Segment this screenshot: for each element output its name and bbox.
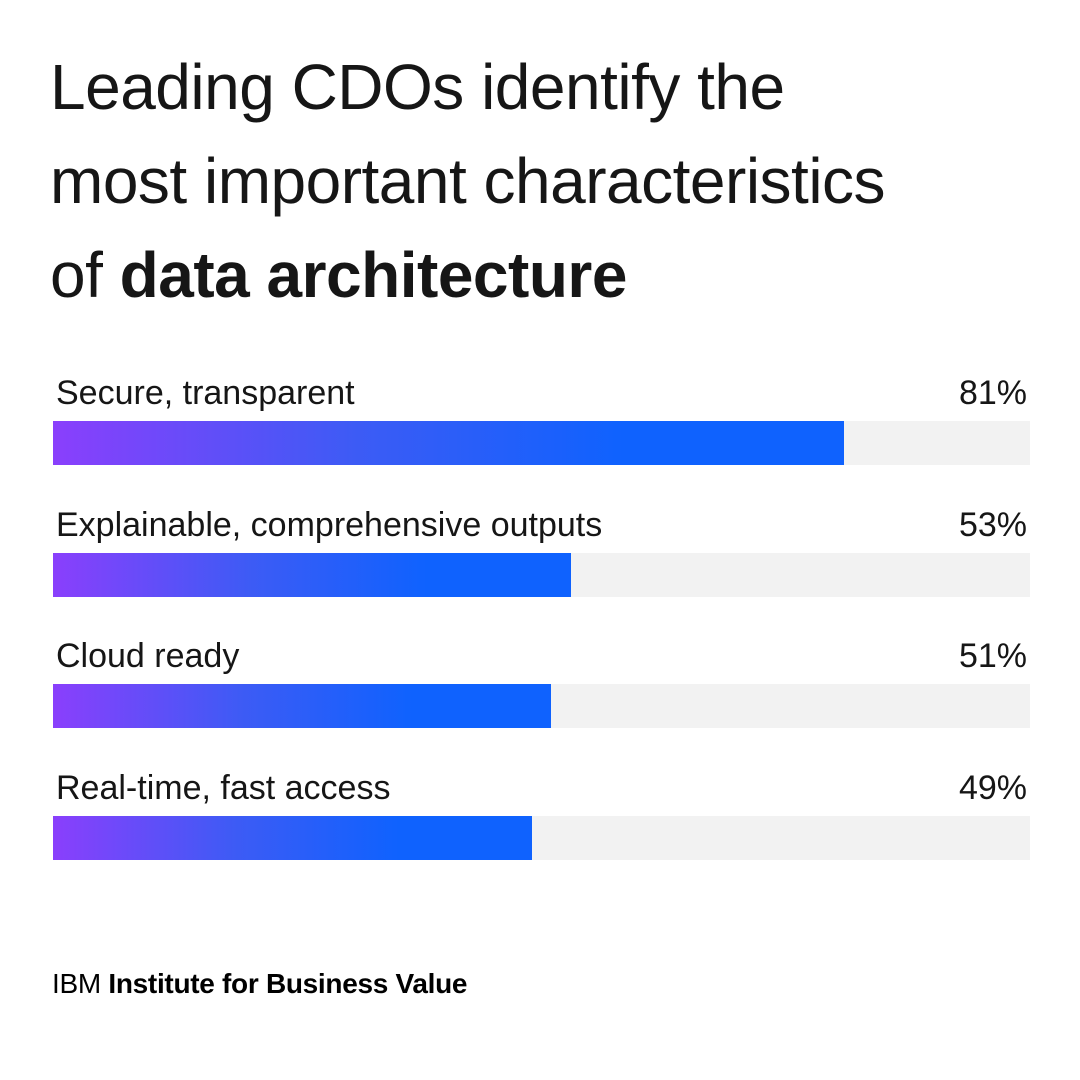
title-line-1: Leading CDOs identify the <box>50 51 785 123</box>
title-line-2: most important characteristics <box>50 145 886 217</box>
category-label: Cloud ready <box>56 637 240 675</box>
chart-title: Leading CDOs identify the most important… <box>50 40 1040 322</box>
value-label: 53% <box>958 505 1027 544</box>
bar-track <box>53 552 1030 597</box>
bar-row: Real-time, fast access 49% <box>53 763 1030 895</box>
bar <box>53 552 571 597</box>
bar-chart: Secure, transparent 81% Explainable, compr… <box>53 368 1030 894</box>
title-line-3-bold: data architecture <box>119 239 628 311</box>
value-label: 81% <box>958 374 1027 412</box>
bar-row-header: Explainable, comprehensive outputs 53% <box>53 500 1030 553</box>
footer-brand: IBM <box>52 968 101 999</box>
category-label: Secure, transparent <box>56 374 355 412</box>
footer-credit: IBM Institute for Business Value <box>52 966 467 1002</box>
category-label: Real-time, fast access <box>56 768 391 807</box>
bar-row-header: Cloud ready 51% <box>53 631 1030 684</box>
bar <box>53 684 552 728</box>
bar <box>53 815 532 860</box>
footer-org: Institute for Business Value <box>108 968 468 999</box>
bar-row: Cloud ready 51% <box>53 631 1030 763</box>
bar-row-header: Real-time, fast access 49% <box>53 763 1030 816</box>
title-line-3-prefix: of <box>50 239 103 311</box>
bar <box>53 421 845 465</box>
value-label: 51% <box>958 637 1027 675</box>
bar-row: Explainable, comprehensive outputs 53% <box>53 500 1030 632</box>
bar-track <box>53 815 1030 860</box>
category-label: Explainable, comprehensive outputs <box>56 505 603 544</box>
bar-track <box>53 684 1030 728</box>
bar-track <box>53 421 1030 465</box>
bar-row-header: Secure, transparent 81% <box>53 368 1030 421</box>
value-label: 49% <box>958 768 1027 807</box>
bar-row: Secure, transparent 81% <box>53 368 1030 500</box>
